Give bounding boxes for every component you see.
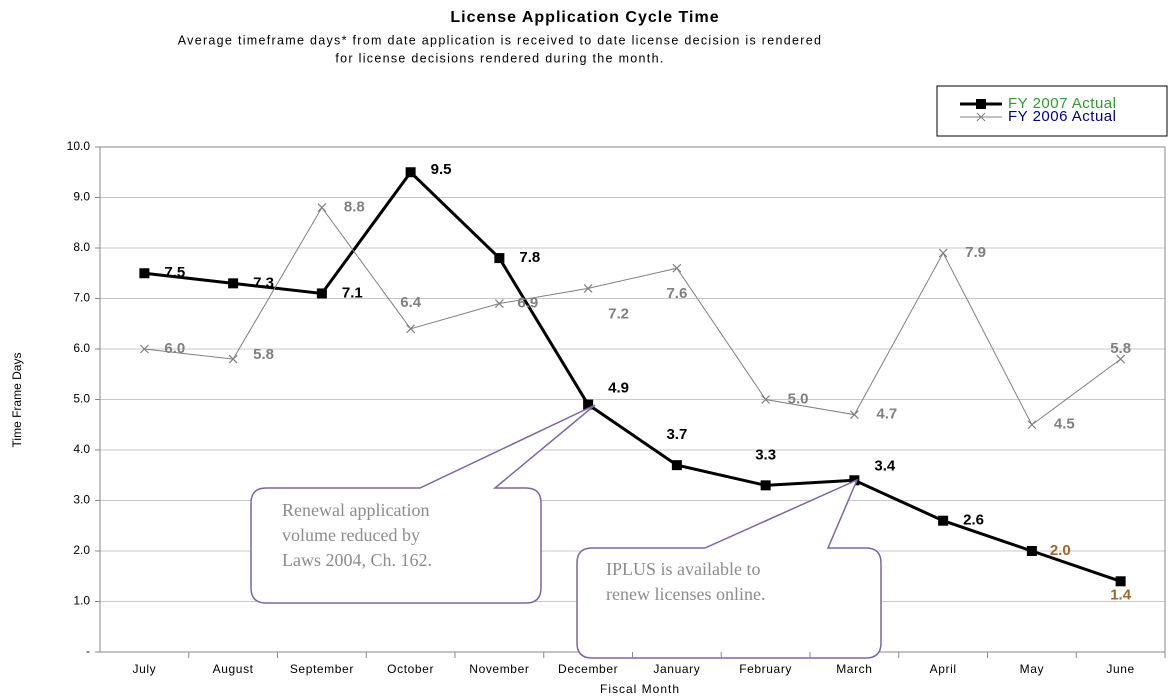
- marker: [938, 515, 949, 526]
- marker: [1027, 420, 1037, 430]
- y-tick-label: 6.0: [73, 341, 90, 355]
- annotation: volume reduced by: [282, 525, 420, 545]
- value-label: 6.9: [517, 295, 538, 312]
- legend-box: [936, 85, 1168, 137]
- y-tick-label: 9.0: [73, 190, 90, 204]
- value-label: 5.8: [1110, 340, 1131, 357]
- value-label: 7.1: [342, 284, 363, 301]
- value-label: 7.8: [519, 249, 540, 266]
- value-label: 6.0: [164, 340, 185, 357]
- marker: [139, 268, 150, 279]
- marker: [494, 299, 504, 308]
- marker: [938, 248, 948, 258]
- subtitle: Average timeframe days* from date applic…: [178, 33, 822, 47]
- y-tick-label: 4.0: [73, 442, 90, 456]
- value-label: 3.4: [874, 457, 896, 474]
- legend-label: FY 2006 Actual: [1008, 108, 1116, 125]
- callout: [576, 478, 882, 659]
- value-label: 9.5: [431, 161, 452, 178]
- marker: [849, 475, 860, 486]
- x-tick-label: August: [213, 662, 254, 676]
- marker: [671, 460, 682, 471]
- subtitle: for license decisions rendered during th…: [335, 51, 664, 65]
- value-label: 3.7: [666, 426, 687, 443]
- marker: [228, 278, 239, 289]
- legend-marker: [976, 99, 986, 109]
- y-tick-label: 8.0: [73, 240, 90, 254]
- value-label: 7.3: [253, 274, 274, 291]
- value-label: 2.6: [963, 512, 984, 529]
- x-tick-label: October: [387, 662, 434, 676]
- x-axis-label: Fiscal Month: [600, 682, 680, 696]
- x-tick-label: December: [558, 662, 618, 676]
- annotation: IPLUS is available to: [606, 559, 760, 579]
- marker: [1026, 546, 1037, 556]
- x-tick-label: November: [469, 662, 529, 676]
- y-tick-label: 1.0: [73, 594, 90, 608]
- marker: [406, 324, 416, 334]
- marker: [317, 203, 327, 213]
- y-tick-label: 7.0: [73, 291, 90, 305]
- series-line: [144, 169, 1122, 583]
- value-label: 1.4: [1110, 586, 1132, 603]
- marker: [1116, 354, 1126, 364]
- marker: [494, 253, 505, 264]
- chart-title: License Application Cycle Time: [450, 9, 719, 26]
- value-label: 7.9: [965, 244, 986, 261]
- marker: [583, 283, 593, 293]
- marker: [849, 410, 859, 420]
- x-tick-label: April: [930, 662, 957, 676]
- annotation: Laws 2004, Ch. 162.: [282, 550, 432, 570]
- legend-label: FY 2007 Actual: [1008, 95, 1116, 112]
- marker: [583, 399, 594, 410]
- value-label: 5.0: [788, 390, 809, 407]
- x-tick-label: February: [739, 662, 792, 676]
- marker: [760, 480, 771, 491]
- value-label: 6.4: [400, 294, 422, 311]
- value-label: 3.3: [755, 446, 776, 463]
- marker: [672, 263, 682, 273]
- value-label: 2.0: [1050, 542, 1071, 559]
- marker: [228, 354, 238, 364]
- marker: [761, 395, 771, 404]
- value-label: 5.8: [253, 346, 274, 363]
- x-tick-label: September: [290, 662, 354, 676]
- x-tick-label: July: [133, 662, 157, 676]
- value-label: 8.8: [344, 199, 365, 216]
- y-tick-label: 5.0: [73, 392, 90, 406]
- value-label: 7.5: [164, 264, 185, 281]
- value-label: 4.9: [608, 380, 629, 397]
- marker: [316, 288, 327, 299]
- x-tick-label: March: [836, 662, 872, 676]
- marker: [1115, 576, 1126, 587]
- value-label: 7.6: [666, 285, 687, 302]
- annotation: Renewal application: [282, 500, 429, 520]
- y-tick-label: 10.0: [67, 139, 91, 153]
- y-tick-label: 3.0: [73, 493, 90, 507]
- callout: [250, 404, 596, 604]
- y-tick-label: -: [86, 644, 90, 658]
- annotation: renew licenses online.: [606, 584, 765, 604]
- value-label: 4.5: [1054, 416, 1075, 433]
- legend-marker: [976, 112, 986, 122]
- x-tick-label: May: [1020, 662, 1044, 676]
- marker: [139, 344, 149, 354]
- series-line: [144, 206, 1121, 426]
- x-tick-label: January: [653, 662, 700, 676]
- y-axis-label: Time Frame Days: [10, 353, 24, 448]
- value-label: 7.2: [608, 305, 629, 322]
- marker: [405, 167, 416, 178]
- value-label: 4.7: [876, 406, 897, 423]
- y-tick-label: 2.0: [73, 543, 90, 557]
- x-tick-label: June: [1106, 662, 1134, 676]
